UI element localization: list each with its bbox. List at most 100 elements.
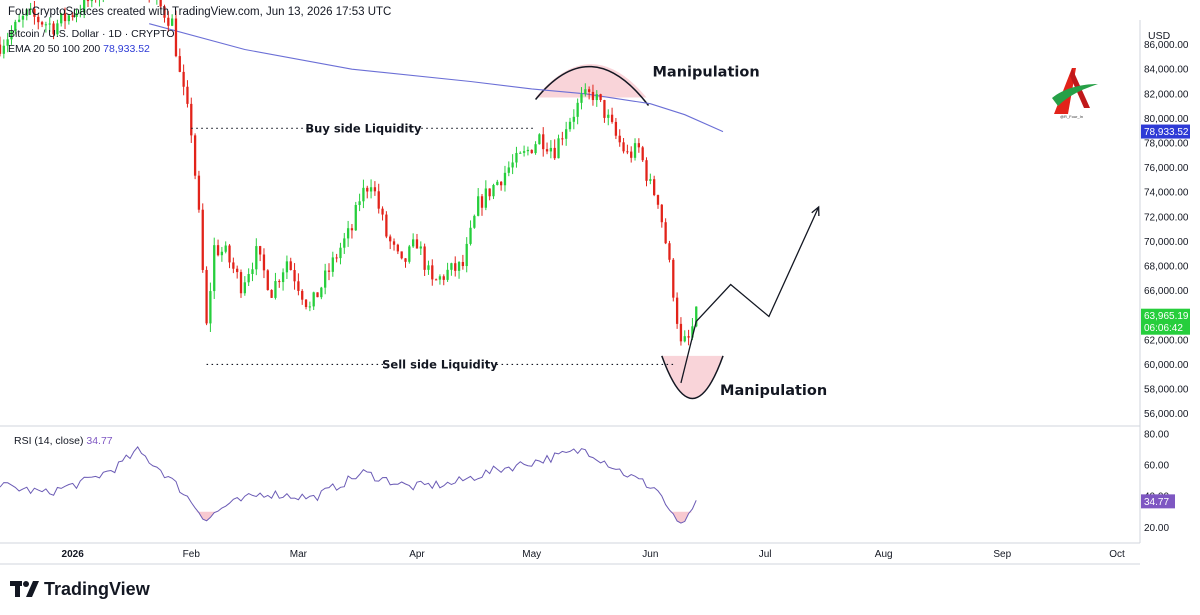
candle-body [163, 6, 166, 18]
candle-body [515, 152, 518, 163]
time-tick-label: Feb [183, 549, 201, 560]
candle-body [281, 272, 285, 283]
candle-body [477, 196, 480, 216]
candle-body [83, 0, 86, 13]
candle-body [568, 121, 572, 130]
time-tick-label: Jun [642, 549, 658, 560]
rsi-line [0, 446, 697, 524]
created-by-text: FourCryptoSpaces created with TradingVie… [8, 6, 392, 18]
time-tick-label: Sep [993, 549, 1011, 560]
candle-body [385, 214, 388, 237]
projection-arrowhead [811, 205, 820, 217]
candle-body [653, 179, 656, 196]
top-zone-fill [535, 64, 647, 98]
candle-body [614, 121, 618, 136]
tradingview-footer[interactable]: TradingView [10, 578, 150, 600]
rsi-oversold-fill [187, 511, 226, 521]
candle-body [465, 243, 468, 267]
candle-body [630, 151, 633, 158]
price-badge-bg [1141, 308, 1190, 335]
candle-body [327, 270, 331, 272]
candle-body [461, 261, 465, 267]
candle-body [584, 89, 587, 95]
price-axis[interactable]: 56,000.0058,000.0060,000.0062,000.0064,0… [1144, 40, 1189, 420]
candle-body [503, 172, 507, 186]
candle-body [434, 279, 438, 281]
candle-body [236, 268, 239, 273]
ema-line-layer [149, 23, 724, 133]
candle-body [488, 188, 491, 197]
candle-body [607, 114, 610, 118]
time-tick-label: May [522, 549, 541, 560]
time-tick-label: Jul [759, 549, 772, 560]
ema-legend[interactable]: EMA 20 50 100 200 78,933.52 [8, 43, 150, 55]
ema-badge-bg [1141, 124, 1190, 139]
tradingview-logo-icon [10, 581, 39, 597]
candle-body [167, 17, 170, 26]
price-tick-label: 80,000.00 [1144, 114, 1189, 125]
currency-label[interactable]: USD [1148, 30, 1171, 42]
candle-body [645, 160, 648, 181]
candle-body [228, 245, 231, 263]
symbol-title[interactable]: Bitcoin / U.S. Dollar · 1D · CRYPTO [8, 28, 175, 40]
buy-side-label: Buy side Liquidity [305, 121, 422, 135]
candle-body [400, 251, 403, 259]
candle-body [419, 246, 422, 249]
candle-body [373, 187, 377, 192]
candle-body [538, 134, 541, 145]
candle-body [320, 287, 323, 298]
candle-body [362, 187, 365, 202]
candles-layer [0, 0, 698, 346]
candle-body [178, 56, 181, 72]
candle-body [534, 144, 537, 154]
candle-body [507, 167, 510, 173]
candle-body [243, 282, 246, 294]
candle-body [293, 270, 296, 282]
candle-body [201, 209, 204, 270]
candle-body [565, 129, 568, 139]
ema-line [149, 23, 724, 133]
candle-body [289, 261, 292, 271]
candle-body [454, 263, 457, 271]
candle-body [526, 149, 530, 152]
candle-body [610, 114, 614, 122]
candle-body [576, 102, 579, 117]
candle-body [79, 12, 82, 14]
candle-body [193, 135, 197, 176]
candle-body [40, 22, 44, 25]
candle-body [278, 281, 281, 283]
candle-body [171, 18, 174, 26]
candle-body [86, 0, 90, 2]
candle-body [17, 19, 21, 22]
time-axis[interactable]: 2026 Feb Mar Apr May Jun Jul Aug Sep Oct [62, 549, 1125, 560]
candle-body [408, 246, 411, 262]
candle-body [549, 147, 553, 152]
sell-side-label: Sell side Liquidity [382, 357, 498, 371]
candle-body [664, 222, 667, 244]
candle-body [622, 142, 625, 152]
bottom-manipulation-label: Manipulation [720, 383, 827, 399]
price-tick-label: 86,000.00 [1144, 40, 1189, 51]
rsi-label: RSI (14, close) [14, 435, 84, 447]
candle-body [668, 243, 671, 260]
rsi-tick-label: 80.00 [1144, 429, 1169, 440]
candle-body [656, 195, 660, 205]
bottom-arc [661, 355, 724, 400]
candle-body [270, 289, 273, 298]
candle-body [691, 326, 694, 338]
candle-body [672, 259, 675, 298]
candle-body [484, 188, 487, 208]
candle-body [580, 94, 583, 103]
candle-body [637, 143, 641, 148]
rsi-badge-bg [1141, 494, 1175, 509]
tradingview-brand: TradingView [44, 578, 150, 599]
price-tick-label: 76,000.00 [1144, 163, 1189, 174]
candle-body [377, 191, 380, 209]
rsi-legend[interactable]: RSI (14, close) 34.77 [14, 435, 113, 447]
candle-body [312, 292, 315, 307]
rsi-tick-label: 20.00 [1144, 523, 1169, 534]
candle-body [33, 8, 36, 17]
author-logo-icon: @R_Four_In [1052, 68, 1098, 119]
candle-body [220, 251, 224, 256]
